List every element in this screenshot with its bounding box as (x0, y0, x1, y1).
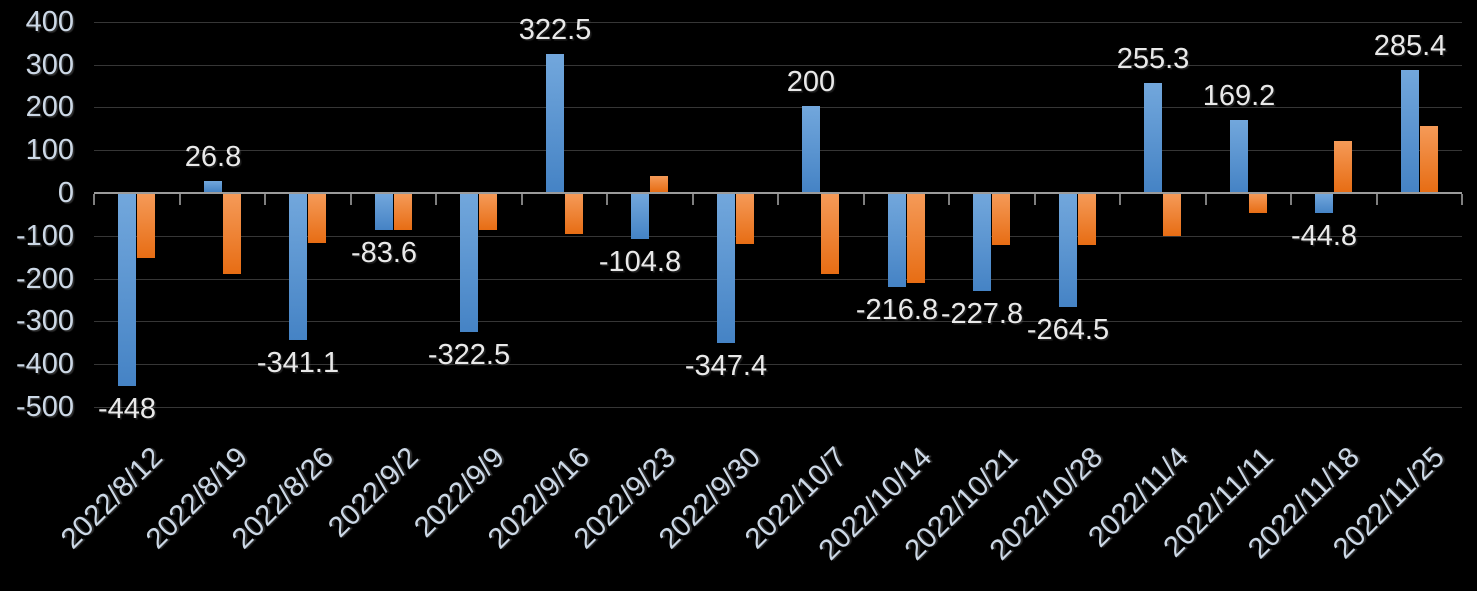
data-label: -83.6 (350, 237, 418, 269)
gridline (94, 22, 1462, 23)
bar-blue (1315, 194, 1333, 213)
tick-mark (350, 194, 352, 205)
bar-orange (479, 194, 497, 230)
data-label: -104.8 (598, 246, 682, 278)
bar-blue (1144, 83, 1162, 192)
bar-blue (460, 194, 478, 332)
data-label: -44.8 (1290, 220, 1358, 252)
tick-mark (1290, 194, 1292, 205)
data-label: 322.5 (518, 14, 592, 46)
data-label: -347.4 (684, 350, 768, 382)
data-label: -448 (97, 393, 157, 425)
y-tick-label: -300 (15, 305, 74, 337)
bar-orange (1078, 194, 1096, 245)
bar-orange (308, 194, 326, 243)
x-tick-label: 2022/9/2 (322, 441, 425, 544)
bar-blue (888, 194, 906, 287)
bar-orange (736, 194, 754, 244)
y-tick-label: -500 (15, 391, 74, 423)
bar-blue (289, 194, 307, 340)
bar-blue (717, 194, 735, 343)
data-label: 285.4 (1373, 30, 1447, 62)
gridline (94, 364, 1462, 365)
bar-blue (631, 194, 649, 239)
bar-orange (223, 194, 241, 274)
tick-mark (606, 194, 608, 205)
gridline (94, 321, 1462, 322)
bar-blue (802, 106, 820, 192)
bar-blue (375, 194, 393, 230)
bar-orange (1420, 126, 1438, 192)
gridline (94, 407, 1462, 408)
tick-mark (863, 194, 865, 205)
tick-mark (1034, 194, 1036, 205)
tick-mark (179, 194, 181, 205)
tick-mark (1376, 194, 1378, 205)
bar-orange (650, 176, 668, 192)
tick-mark (692, 194, 694, 205)
bar-orange (821, 194, 839, 274)
tick-mark (264, 194, 266, 205)
tick-mark (777, 194, 779, 205)
gridline (94, 279, 1462, 280)
gridline (94, 150, 1462, 151)
y-tick-label: 100 (25, 134, 74, 166)
data-label: -341.1 (256, 347, 340, 379)
data-label: 26.8 (184, 141, 242, 173)
y-tick-label: 400 (25, 6, 74, 38)
x-axis-line (94, 192, 1462, 194)
gridline (94, 65, 1462, 66)
data-label: 255.3 (1116, 43, 1190, 75)
data-label: -264.5 (1026, 314, 1110, 346)
tick-mark (1119, 194, 1121, 205)
y-tick-label: 0 (57, 177, 74, 209)
data-label: 200 (786, 66, 836, 98)
y-tick-label: 200 (25, 91, 74, 123)
bar-blue (1401, 70, 1419, 192)
bar-orange (565, 194, 583, 234)
tick-mark (435, 194, 437, 205)
tick-mark (1205, 194, 1207, 205)
tick-mark (93, 194, 95, 205)
bar-blue (973, 194, 991, 291)
bar-orange (1249, 194, 1267, 213)
data-label: -227.8 (940, 298, 1024, 330)
y-tick-label: -400 (15, 348, 74, 380)
bar-blue (1230, 120, 1248, 192)
gridline (94, 236, 1462, 237)
bar-blue (1059, 194, 1077, 307)
bar-orange (992, 194, 1010, 245)
bar-orange (394, 194, 412, 230)
y-tick-label: -100 (15, 220, 74, 252)
gridline (94, 107, 1462, 108)
bar-blue (546, 54, 564, 192)
y-tick-label: -200 (15, 263, 74, 295)
bar-orange (1163, 194, 1181, 236)
tick-mark (521, 194, 523, 205)
bar-orange (907, 194, 925, 283)
bar-blue (118, 194, 136, 386)
tick-mark (1461, 194, 1463, 205)
bar-orange (1334, 141, 1352, 192)
data-label: -322.5 (427, 339, 511, 371)
tick-mark (948, 194, 950, 205)
y-tick-label: 300 (25, 49, 74, 81)
data-label: 169.2 (1202, 80, 1276, 112)
data-label: -216.8 (855, 294, 939, 326)
bar-orange (137, 194, 155, 258)
bar-blue (204, 181, 222, 192)
